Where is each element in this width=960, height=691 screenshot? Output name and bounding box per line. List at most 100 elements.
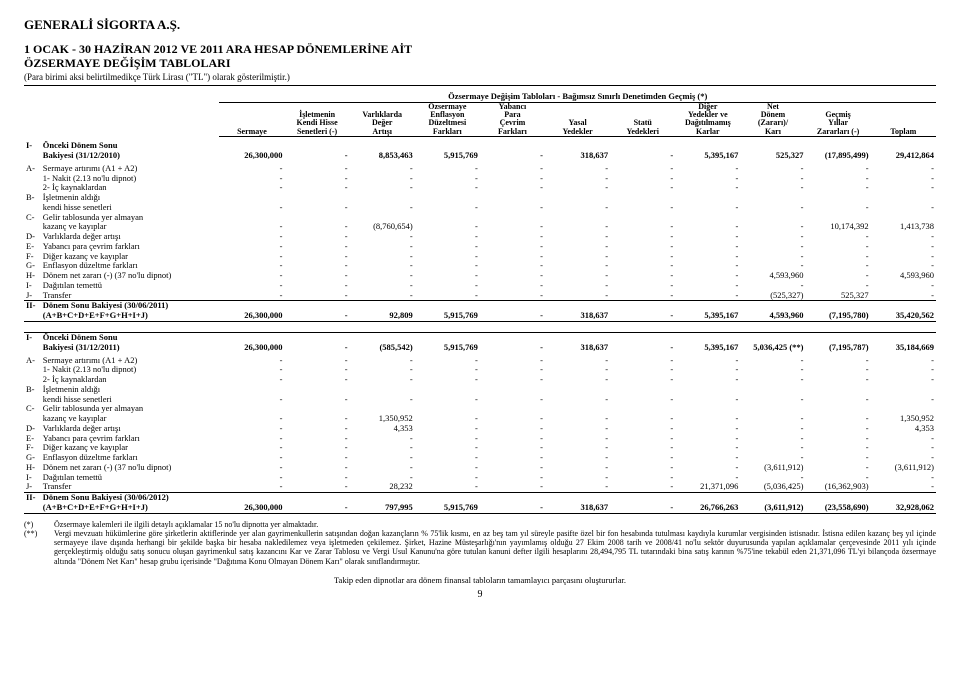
footnote-text: Özsermaye kalemleri ile ilgili detaylı a… [54,520,936,529]
sec2-row: kendi hisse senetleri----------- [24,395,936,405]
cell: - [545,281,610,291]
cell: - [219,291,284,301]
equity-change-table: Özsermaye Değişim Tabloları - Bağımsız S… [24,92,936,514]
col-kendi-hisse: İşletmenin Kendi Hisse Senetleri (-) [285,102,350,137]
cell: - [480,183,545,193]
cell: - [610,443,675,453]
cell: - [415,222,480,232]
cell: - [610,261,675,271]
cell: - [285,365,350,375]
cell: - [806,242,871,252]
sec2-row: H-Dönem net zararı (-) (37 no'lu dipnot)… [24,463,936,473]
cell [545,385,610,395]
cell: - [219,463,284,473]
cell: - [415,443,480,453]
title-note: (Para birimi aksi belirtilmedikçe Türk L… [24,72,936,82]
cell: - [675,291,740,301]
cell: 4,353 [871,424,936,434]
col-net-donem: Net Dönem (Zararı)/ Karı [740,102,805,137]
cell: - [285,291,350,301]
cell: - [610,311,675,321]
cell: - [871,281,936,291]
cell: - [610,395,675,405]
cell: - [675,164,740,174]
cell: - [480,343,545,353]
cell: - [219,434,284,444]
cell: - [415,395,480,405]
cell: - [675,222,740,232]
cell: - [740,222,805,232]
cell: - [806,203,871,213]
cell [610,404,675,414]
cell [610,193,675,203]
sec2-opening-values: Bakiyesi (31/12/2011) 26,300,000 - (585,… [24,343,936,353]
cell: - [740,375,805,385]
footnote-marker: (*) [24,520,48,529]
cell: - [610,453,675,463]
cell: - [740,424,805,434]
sec2-row: kazanç ve kayıplar--1,350,952-------1,35… [24,414,936,424]
cell: - [285,261,350,271]
footnote-text: Vergi mevzuatı hükümlerine göre şirketle… [54,529,936,566]
cell [740,404,805,414]
cell: - [219,203,284,213]
cell: - [545,424,610,434]
cell: - [480,395,545,405]
cell: - [415,203,480,213]
row-letter [24,174,41,184]
cell [806,404,871,414]
sec1-opening-values: Bakiyesi (31/12/2010) 26,300,000 - 8,853… [24,151,936,161]
cell: - [350,252,415,262]
cell: - [675,375,740,385]
cell: - [610,375,675,385]
header-span-row: Özsermaye Değişim Tabloları - Bağımsız S… [24,92,936,102]
cell: - [545,232,610,242]
cell: - [480,271,545,281]
company-name: GENERALİ SİGORTA A.Ş. [24,18,936,33]
sec2-I-label: I- [24,333,41,343]
cell: - [871,375,936,385]
cell: - [219,271,284,281]
row-description: Transfer [41,291,220,301]
sec1-closing-values: (A+B+C+D+E+F+G+H+I+J) 26,300,000 - 92,80… [24,311,936,321]
cell: - [285,443,350,453]
cell: - [545,395,610,405]
row-letter [24,365,41,375]
cell: 10,174,392 [806,222,871,232]
cell: - [285,242,350,252]
cell [740,213,805,223]
cell: - [675,453,740,463]
sec2-II-label: II- [24,493,41,503]
cell: - [285,151,350,161]
row-letter: C- [24,404,41,414]
cell [219,213,284,223]
cell: - [415,252,480,262]
col-yasal-yedekler: Yasal Yedekler [545,102,610,137]
cell: - [675,414,740,424]
cell: 4,353 [350,424,415,434]
cell: - [350,453,415,463]
cell: - [545,164,610,174]
cell: - [219,482,284,492]
cell: - [806,395,871,405]
cell: - [480,453,545,463]
cell: - [415,482,480,492]
cell: - [415,232,480,242]
cell: - [480,252,545,262]
row-letter: J- [24,291,41,301]
cell: - [285,395,350,405]
cell: 318,637 [545,151,610,161]
cell: 26,300,000 [219,151,284,161]
cell [675,404,740,414]
cell: - [871,365,936,375]
cell: - [871,473,936,483]
cell: 5,915,769 [415,151,480,161]
cell [806,385,871,395]
cell: - [285,203,350,213]
sec2-closing-values: (A+B+C+D+E+F+G+H+I+J) 26,300,000 - 797,9… [24,503,936,513]
cell [675,213,740,223]
cell: - [285,424,350,434]
cell: - [480,311,545,321]
cell: - [415,365,480,375]
cell: - [480,443,545,453]
